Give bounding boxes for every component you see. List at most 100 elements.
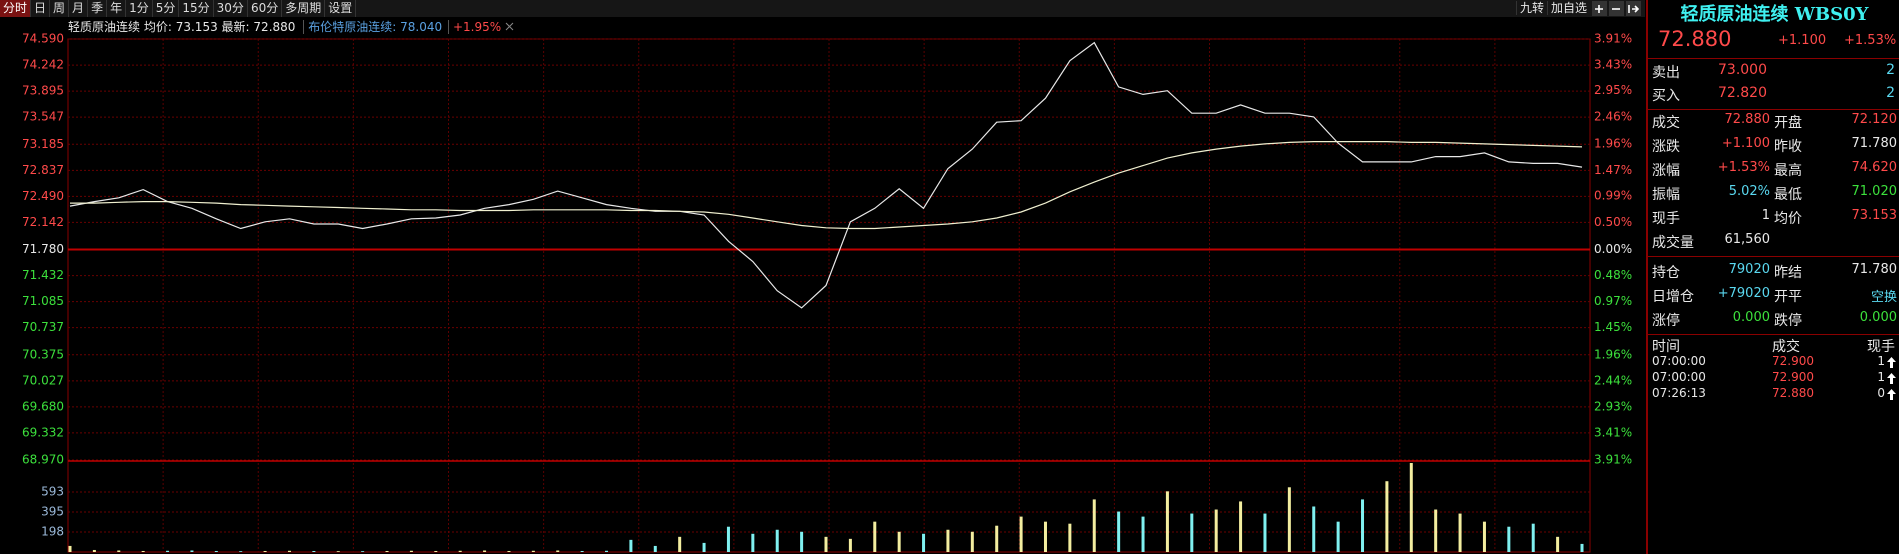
stat-value: 71.780 — [1851, 136, 1898, 151]
volume-bar — [775, 529, 779, 552]
period-tab[interactable]: 多周期 — [282, 0, 326, 17]
volume-bar — [702, 542, 706, 552]
y-tick-label: 69.680 — [22, 399, 64, 413]
stat-label: 均价 — [1774, 211, 1802, 227]
period-tab[interactable]: 月 — [69, 0, 89, 17]
window-button[interactable] — [1609, 1, 1624, 16]
volume-bar — [1214, 509, 1218, 552]
y-tick-label: 72.837 — [22, 163, 64, 177]
volume-bar — [848, 538, 852, 552]
volume-bar — [68, 545, 72, 552]
book-price: 73.000 — [1718, 62, 1767, 78]
stat-value: 61,560 — [1724, 232, 1771, 247]
stat-value: 0.000 — [1859, 310, 1897, 325]
volume-bar — [1263, 513, 1267, 552]
tool-button[interactable]: 加自选 — [1546, 1, 1590, 15]
volume-bar — [995, 525, 999, 552]
window-button[interactable] — [1626, 1, 1641, 16]
trades-header: 现手 — [1867, 339, 1895, 355]
period-tab[interactable]: 15分 — [179, 0, 214, 17]
separator — [1648, 256, 1899, 257]
y-tick-label: 72.142 — [22, 215, 64, 229]
volume-bar — [141, 550, 145, 552]
volume-bar — [458, 550, 462, 552]
chart-header: 轻质原油连续 均价: 73.153 最新: 72.880 布伦特原油连续: 78… — [68, 18, 514, 35]
volume-bar — [824, 536, 828, 552]
close-compare[interactable] — [505, 22, 514, 31]
stat-label: 涨停 — [1652, 313, 1680, 329]
volume-bar — [434, 550, 438, 552]
stat-label: 涨跌 — [1652, 139, 1680, 155]
trade-volume: 0 — [1877, 386, 1885, 400]
stat-label: 振幅 — [1652, 187, 1680, 203]
trade-time: 07:00:00 — [1652, 370, 1706, 384]
volume-bar — [336, 551, 340, 552]
tool-button[interactable]: 九转 — [1515, 1, 1547, 15]
y2-tick-label: 0.00% — [1594, 242, 1632, 256]
volume-bar — [1482, 521, 1486, 552]
volume-bar — [1409, 463, 1413, 552]
volume-bar — [1190, 513, 1194, 552]
y2-tick-label: 2.46% — [1594, 110, 1632, 124]
period-tab[interactable]: 年 — [107, 0, 127, 17]
y2-tick-label: 1.96% — [1594, 348, 1632, 362]
toolbar: 分时日周月季年 1分 5分 15分 30分 60分 多周期 设置 九转 加自选 — [0, 0, 1645, 17]
period-tab[interactable]: 1分 — [126, 0, 153, 17]
period-tab[interactable]: 设置 — [325, 0, 357, 17]
volume-bar — [1019, 516, 1023, 552]
stat-label: 跌停 — [1774, 313, 1802, 329]
trade-time: 07:26:13 — [1652, 386, 1706, 400]
last-value: 72.880 — [253, 20, 296, 34]
volume-bar — [751, 533, 755, 552]
stat-label: 日增仓 — [1652, 289, 1694, 305]
volume-bar — [629, 539, 633, 552]
volume-bar — [312, 550, 316, 552]
stat-label: 成交量 — [1652, 235, 1694, 251]
volume-bar — [873, 521, 877, 552]
compare-price: 78.040 — [400, 20, 443, 34]
y2-tick-label: 2.95% — [1594, 83, 1632, 97]
period-tab[interactable]: 季 — [88, 0, 108, 17]
volume-bar — [214, 550, 218, 552]
symbol-name: 轻质原油连续 — [68, 20, 141, 34]
y2-tick-label: 2.44% — [1594, 373, 1632, 387]
up-arrow — [1887, 373, 1896, 384]
compare-change: +1.95% — [447, 20, 502, 34]
period-tab[interactable]: 5分 — [153, 0, 180, 17]
volume-bar — [263, 550, 267, 552]
volume-bar — [92, 549, 96, 552]
period-tab[interactable]: 60分 — [248, 0, 283, 17]
quote-panel: 轻质原油连续 WBS0Y 72.880 +1.100 +1.53% 卖出 73.0… — [1646, 0, 1899, 554]
y2-tick-label: 0.97% — [1594, 294, 1632, 308]
period-tab[interactable]: 分时 — [0, 0, 32, 17]
volume-tick-label: 198 — [41, 524, 64, 538]
volume-bar — [1434, 509, 1438, 552]
volume-bar — [605, 550, 609, 552]
period-tab[interactable]: 日 — [31, 0, 51, 17]
last-price: 72.880 — [1658, 27, 1732, 51]
y-tick-label: 70.737 — [22, 320, 64, 334]
period-tab[interactable]: 30分 — [214, 0, 248, 17]
y-tick-label: 74.242 — [22, 58, 64, 72]
stat-value: 72.880 — [1724, 112, 1771, 127]
book-label: 卖出 — [1652, 65, 1680, 81]
compare-name: 布伦特原油连续: — [308, 20, 397, 34]
y2-tick-label: 1.45% — [1594, 320, 1632, 334]
y2-tick-label: 0.48% — [1594, 268, 1632, 282]
compare-symbol[interactable]: 布伦特原油连续: 78.040 — [303, 20, 443, 34]
up-arrow — [1887, 357, 1896, 368]
y-tick-label: 70.375 — [22, 347, 64, 361]
trade-price: 72.880 — [1772, 386, 1814, 400]
y2-tick-label: 3.43% — [1594, 57, 1632, 71]
window-button[interactable] — [1592, 1, 1607, 16]
stat-value: +1.100 — [1721, 136, 1770, 151]
book-price: 72.820 — [1718, 85, 1767, 101]
separator — [1648, 334, 1899, 335]
volume-bar — [483, 550, 487, 552]
period-tab[interactable]: 周 — [50, 0, 70, 17]
volume-bar — [1507, 526, 1511, 552]
volume-bar — [531, 550, 535, 552]
stat-label: 昨结 — [1774, 265, 1802, 281]
y-tick-label: 71.085 — [22, 294, 64, 308]
trade-time: 07:00:00 — [1652, 354, 1706, 368]
